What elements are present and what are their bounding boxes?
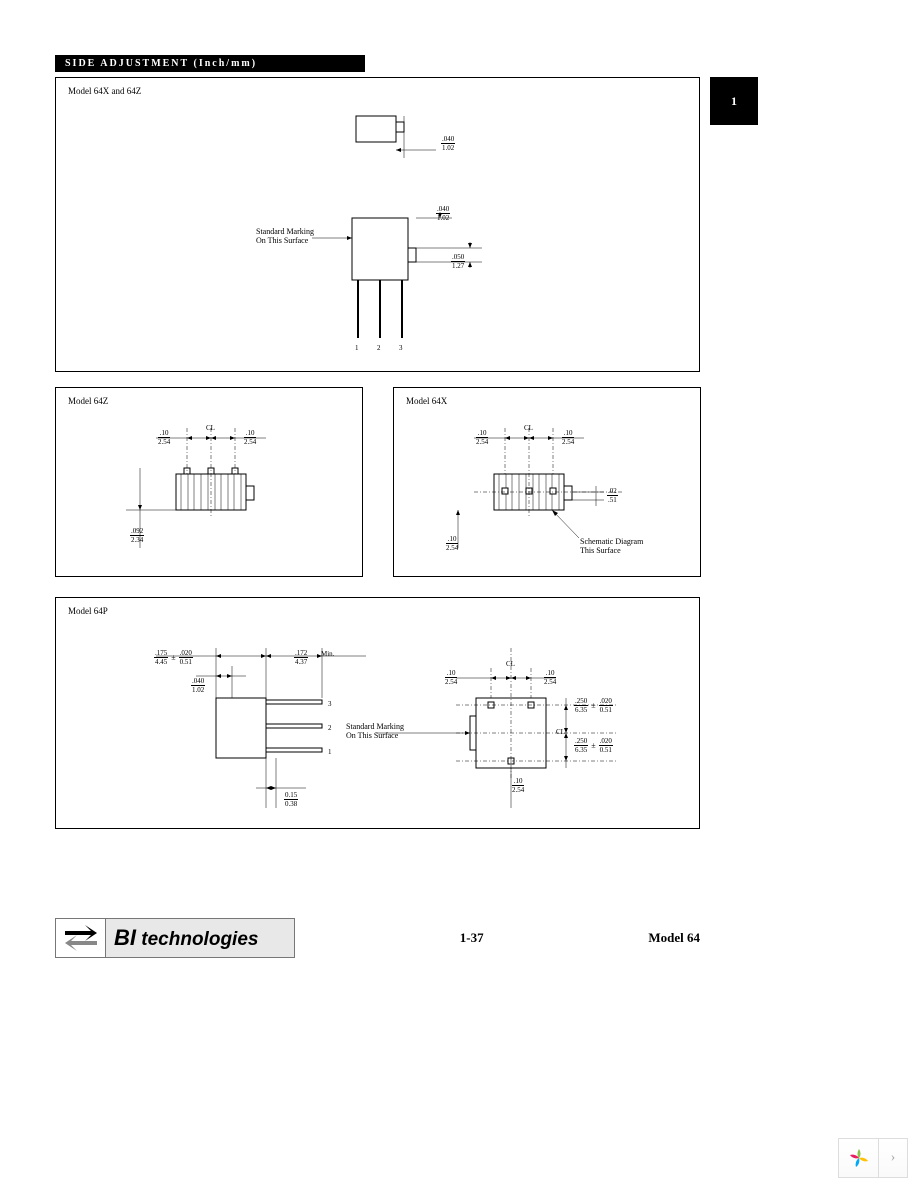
dim-bot: .092 2.34 xyxy=(130,528,144,544)
panel-label: Model 64Z xyxy=(68,396,108,406)
page-number: 1-37 xyxy=(460,930,484,946)
panel-model-64z: Model 64Z xyxy=(55,387,363,577)
panel-model-64p: Model 64P xyxy=(55,597,700,829)
dim-right: .10 2.54 xyxy=(562,430,574,446)
pin-3: 3 xyxy=(328,700,332,708)
viewer-widget[interactable]: › xyxy=(838,1138,908,1178)
drawing-top-view xyxy=(356,108,496,158)
dim-250-bot: .250 6.35 ± .020 0.51 xyxy=(574,738,613,754)
dim-right: .10 2.54 xyxy=(244,430,256,446)
pin-3: 3 xyxy=(399,344,403,352)
widget-next-icon[interactable]: › xyxy=(879,1139,907,1177)
schematic-callout: Schematic Diagram This Surface xyxy=(580,538,670,556)
dim-bot: .10 2.54 xyxy=(446,536,458,552)
pin-2: 2 xyxy=(328,724,332,732)
pin-1: 1 xyxy=(328,748,332,756)
brand-text: BI technologies xyxy=(106,925,258,951)
dim-L: .175 4.45 ± .020 0.51 xyxy=(154,650,193,666)
marking-callout: Standard Marking On This Surface xyxy=(256,228,326,246)
cl-label: CL xyxy=(206,424,215,432)
dim2: .040 1.02 xyxy=(436,206,450,222)
dim-bl: .10 2.54 xyxy=(512,778,524,794)
dim-tl: .10 2.54 xyxy=(445,670,457,686)
section-header: SIDE ADJUSTMENT (Inch/mm) xyxy=(55,55,365,72)
panel-label: Model 64X xyxy=(406,396,447,406)
pin-1: 1 xyxy=(355,344,359,352)
panel-label: Model 64X and 64Z xyxy=(68,86,141,96)
panel-model-64x-64z: Model 64X and 64Z .040 1.02 xyxy=(55,77,700,372)
cl-label-r: CL xyxy=(556,728,565,736)
cl-label: CL xyxy=(524,424,533,432)
page-tab: 1 xyxy=(710,77,758,125)
page-footer: BI technologies 1-37 Model 64 xyxy=(55,918,700,958)
dim-top: .040 1.02 xyxy=(441,136,455,152)
logo-arrow-icon xyxy=(56,919,106,957)
dim-leadw: 0.15 0.38 xyxy=(284,792,298,808)
marking-callout-2: Standard Marking On This Surface xyxy=(346,723,426,741)
pin-2: 2 xyxy=(377,344,381,352)
dim3: .050 1.27 xyxy=(451,254,465,270)
dim-tr: .10 2.54 xyxy=(544,670,556,686)
panel-model-64x: Model 64X xyxy=(393,387,701,577)
cl-label: CL xyxy=(506,660,515,668)
dim-left: .10 2.54 xyxy=(158,430,170,446)
model-number: Model 64 xyxy=(648,930,700,946)
dim-r: .02 .51 xyxy=(607,488,618,504)
dim-left: .10 2.54 xyxy=(476,430,488,446)
dim-250-top: .250 6.35 ± .020 0.51 xyxy=(574,698,613,714)
dim-min: .172 4.37 xyxy=(294,650,308,666)
brand-logo: BI technologies xyxy=(55,918,295,958)
panel-label: Model 64P xyxy=(68,606,108,616)
drawing-64z-bottom xyxy=(126,428,326,558)
dim-offset: .040 1.02 xyxy=(191,678,205,694)
widget-logo-icon[interactable] xyxy=(839,1139,879,1177)
min-label: Min. xyxy=(321,650,334,658)
